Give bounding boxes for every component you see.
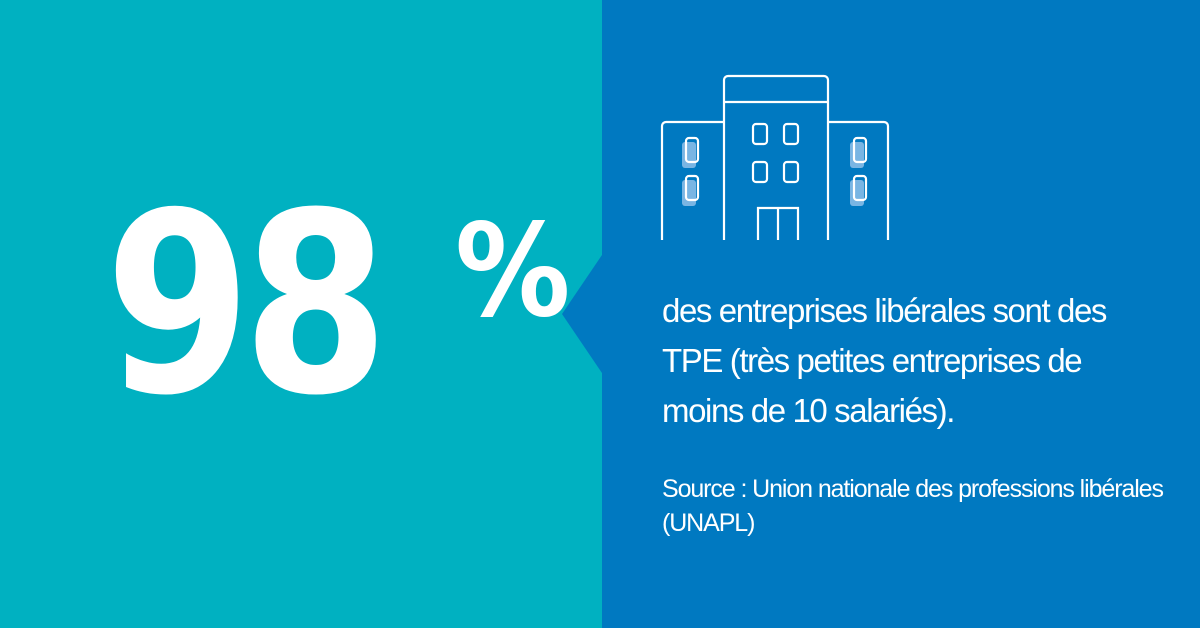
stat-number: 98	[105, 159, 389, 450]
stat-unit: %	[455, 197, 571, 346]
left-panel	[0, 0, 602, 628]
source-citation: Source : Union nationale des professions…	[662, 475, 1164, 537]
stat-figure: 98 %	[105, 159, 570, 450]
stat-description: des entreprises libérales sont des TPE (…	[662, 292, 1107, 429]
building-icon	[660, 74, 890, 240]
pointer-arrow	[562, 252, 604, 376]
right-panel	[602, 0, 1200, 628]
